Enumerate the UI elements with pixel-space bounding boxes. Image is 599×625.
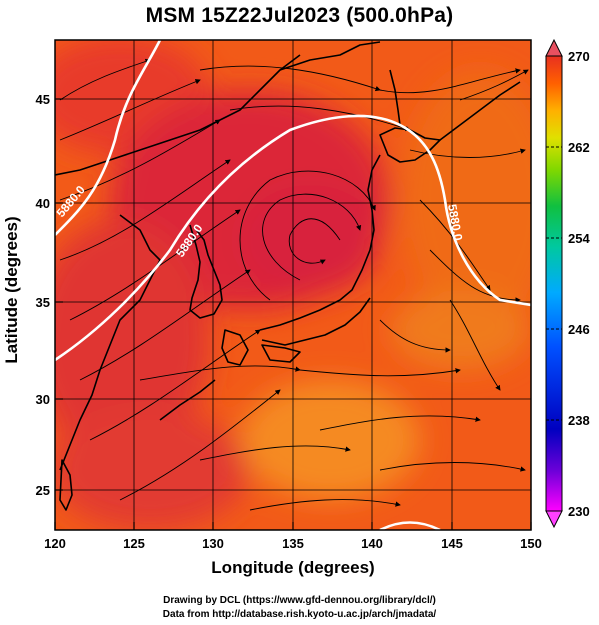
colorbar-gradient xyxy=(545,55,563,512)
cool-region-east xyxy=(400,70,531,330)
y-tick-label: 25 xyxy=(36,483,50,498)
x-tick-labels: 120 125 130 135 140 145 150 xyxy=(44,536,542,551)
temperature-field: 5880.0 5880.0 5880.0 xyxy=(55,40,531,530)
x-tick-label: 125 xyxy=(123,536,145,551)
coastline-china-coast xyxy=(59,214,161,471)
x-tick-label: 145 xyxy=(441,536,463,551)
coastline-kuril xyxy=(439,81,521,141)
coastline-honshu-south xyxy=(261,297,371,346)
x-tick-label: 150 xyxy=(520,536,542,551)
credit-drawing: Drawing by DCL (https://www.gfd-dennou.o… xyxy=(163,595,436,606)
coastline-russia-east xyxy=(279,41,381,71)
y-tick-label: 40 xyxy=(36,196,50,211)
coastline-sakhalin xyxy=(389,69,401,126)
y-tick-labels: 25 30 35 40 45 xyxy=(36,92,50,498)
warm-region-south xyxy=(55,410,250,530)
colorbar-tick-label: 254 xyxy=(568,231,590,246)
y-tick-label: 30 xyxy=(36,392,50,407)
coastline-shikoku xyxy=(261,344,301,363)
hot-core-sea xyxy=(240,185,380,295)
colorbar-tick-marks xyxy=(546,146,562,421)
colorbar-top-arrow xyxy=(545,38,563,57)
coastline-honshu xyxy=(259,154,381,331)
colorbar-tick-label: 246 xyxy=(568,322,590,337)
x-tick-label: 140 xyxy=(361,536,383,551)
x-tick-label: 120 xyxy=(44,536,66,551)
coastline-kyushu xyxy=(221,329,249,366)
chart-title: MSM 15Z22Jul2023 (500.0hPa) xyxy=(145,4,454,27)
y-tick-marks xyxy=(55,98,63,491)
colorbar: 270 262 254 246 238 230 xyxy=(545,38,590,529)
streamlines xyxy=(59,58,529,511)
coastline-china-north xyxy=(55,54,301,176)
x-tick-label: 135 xyxy=(282,536,304,551)
coastlines xyxy=(55,41,521,511)
colorbar-tick-label: 270 xyxy=(568,49,590,64)
contour-label-east: 5880.0 xyxy=(445,203,465,242)
colorbar-tick-label: 230 xyxy=(568,504,590,519)
coastline-taiwan xyxy=(59,459,73,511)
x-tick-marks xyxy=(54,522,532,530)
colorbar-tick-label: 238 xyxy=(568,413,590,428)
y-axis-label: Latitude (degrees) xyxy=(2,216,21,364)
cool-region-southeast xyxy=(390,290,530,370)
coastline-korea xyxy=(189,224,223,319)
coastline-ryukyu xyxy=(159,379,216,421)
x-tick-label: 130 xyxy=(202,536,224,551)
colorbar-bottom-arrow xyxy=(545,510,563,529)
lat-lon-grid xyxy=(55,40,531,530)
contour-5880 xyxy=(55,40,531,530)
y-tick-label: 45 xyxy=(36,92,50,107)
x-axis-label: Longitude (degrees) xyxy=(211,558,375,577)
cool-region-south xyxy=(240,380,420,500)
warm-region-west xyxy=(55,220,210,460)
colorbar-tick-label: 262 xyxy=(568,140,590,155)
coastline-hokkaido xyxy=(379,127,441,163)
credit-data: Data from http://database.rish.kyoto-u.a… xyxy=(162,609,437,620)
y-tick-label: 35 xyxy=(36,295,50,310)
